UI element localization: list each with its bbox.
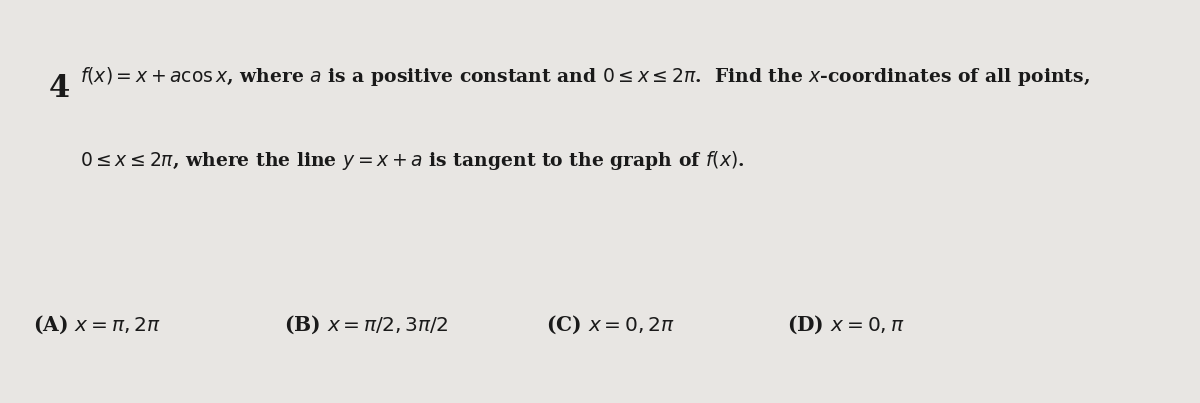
Text: (B) $x = \pi/2, 3\pi/2$: (B) $x = \pi/2, 3\pi/2$ xyxy=(284,314,449,336)
Text: $f(x) = x + a\cos x$, where $a$ is a positive constant and $0 \leq x \leq 2\pi$.: $f(x) = x + a\cos x$, where $a$ is a pos… xyxy=(80,65,1090,88)
Text: (C) $x = 0, 2\pi$: (C) $x = 0, 2\pi$ xyxy=(546,314,676,336)
Text: (D) $x = 0, \pi$: (D) $x = 0, \pi$ xyxy=(787,314,905,336)
Text: $0 \leq x \leq 2\pi$, where the line $y = x + a$ is tangent to the graph of $f(x: $0 \leq x \leq 2\pi$, where the line $y … xyxy=(80,150,744,172)
Text: 4: 4 xyxy=(48,73,70,104)
Text: (A) $x = \pi, 2\pi$: (A) $x = \pi, 2\pi$ xyxy=(32,314,161,336)
